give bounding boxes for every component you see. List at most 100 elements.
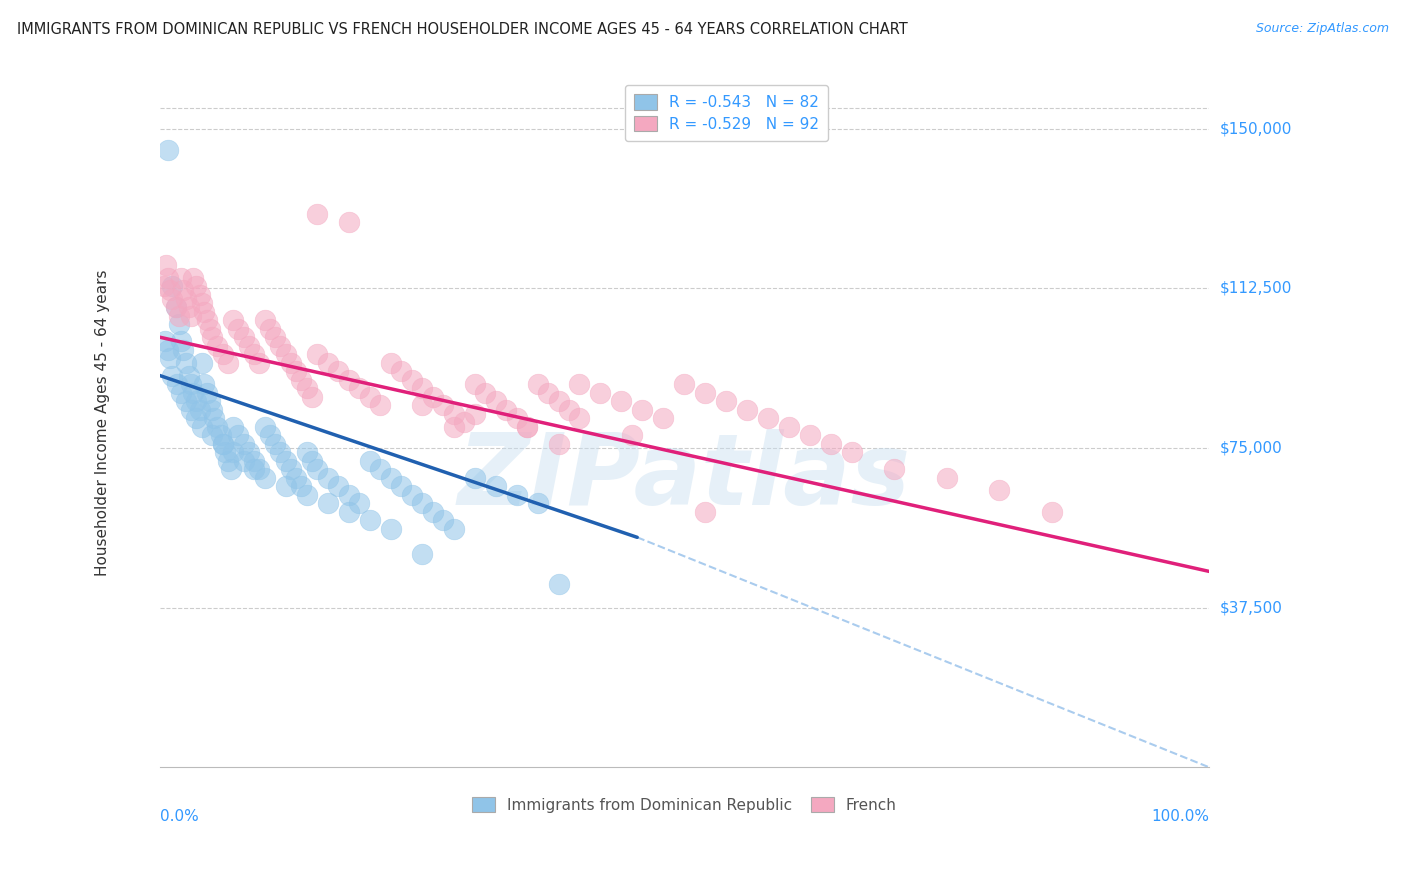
Point: [401, 488, 423, 502]
Point: [274, 453, 297, 467]
Text: $112,500: $112,500: [1220, 281, 1292, 296]
Point: [547, 577, 569, 591]
Point: [274, 479, 297, 493]
Point: [307, 207, 329, 221]
Point: [778, 419, 800, 434]
Point: [238, 339, 260, 353]
Point: [201, 330, 224, 344]
Point: [316, 356, 339, 370]
Point: [716, 394, 738, 409]
Point: [337, 373, 360, 387]
Point: [280, 462, 302, 476]
Point: [207, 339, 229, 353]
Point: [484, 394, 506, 409]
Point: [432, 398, 454, 412]
Point: [316, 471, 339, 485]
Point: [495, 402, 517, 417]
Point: [195, 385, 218, 400]
Point: [228, 428, 250, 442]
Point: [443, 522, 465, 536]
Point: [243, 453, 266, 467]
Point: [214, 445, 236, 459]
Point: [217, 453, 239, 467]
Point: [172, 343, 194, 357]
Point: [464, 377, 486, 392]
Text: ZIPatlas: ZIPatlas: [458, 429, 911, 526]
Point: [1040, 505, 1063, 519]
Point: [170, 270, 193, 285]
Point: [368, 462, 391, 476]
Point: [737, 402, 759, 417]
Point: [380, 356, 402, 370]
Point: [201, 402, 224, 417]
Point: [188, 402, 211, 417]
Point: [264, 436, 287, 450]
Point: [157, 143, 180, 157]
Point: [347, 381, 370, 395]
Point: [180, 309, 202, 323]
Point: [219, 462, 242, 476]
Point: [180, 402, 202, 417]
Point: [167, 309, 190, 323]
Point: [217, 356, 239, 370]
Point: [180, 377, 202, 392]
Point: [249, 356, 271, 370]
Point: [464, 407, 486, 421]
Point: [883, 462, 905, 476]
Point: [526, 496, 548, 510]
Point: [589, 385, 612, 400]
Point: [301, 390, 323, 404]
Point: [401, 373, 423, 387]
Point: [153, 334, 176, 349]
Point: [988, 483, 1011, 498]
Point: [516, 419, 538, 434]
Point: [422, 505, 444, 519]
Point: [162, 368, 184, 383]
Point: [211, 347, 233, 361]
Point: [443, 419, 465, 434]
Point: [166, 377, 188, 392]
Point: [620, 428, 643, 442]
Point: [290, 479, 312, 493]
Point: [202, 411, 225, 425]
Point: [505, 411, 527, 425]
Point: [422, 390, 444, 404]
Point: [652, 411, 675, 425]
Point: [159, 284, 181, 298]
Point: [165, 301, 187, 315]
Point: [285, 364, 308, 378]
Point: [453, 415, 475, 429]
Point: [411, 547, 433, 561]
Point: [537, 385, 560, 400]
Point: [186, 411, 208, 425]
Point: [411, 381, 433, 395]
Point: [179, 368, 201, 383]
Point: [295, 488, 318, 502]
Point: [631, 402, 654, 417]
Point: [935, 471, 957, 485]
Point: [269, 339, 291, 353]
Point: [207, 419, 229, 434]
Point: [328, 479, 350, 493]
Point: [295, 445, 318, 459]
Point: [432, 513, 454, 527]
Point: [253, 313, 276, 327]
Point: [222, 419, 245, 434]
Point: [232, 436, 254, 450]
Point: [307, 347, 329, 361]
Point: [695, 505, 717, 519]
Point: [211, 436, 233, 450]
Point: [183, 270, 205, 285]
Point: [195, 313, 218, 327]
Point: [190, 356, 212, 370]
Point: [568, 377, 591, 392]
Point: [274, 347, 297, 361]
Point: [198, 321, 221, 335]
Point: [841, 445, 863, 459]
Text: $75,000: $75,000: [1220, 441, 1282, 456]
Text: Source: ZipAtlas.com: Source: ZipAtlas.com: [1256, 22, 1389, 36]
Point: [153, 279, 176, 293]
Point: [253, 471, 276, 485]
Point: [380, 522, 402, 536]
Point: [368, 398, 391, 412]
